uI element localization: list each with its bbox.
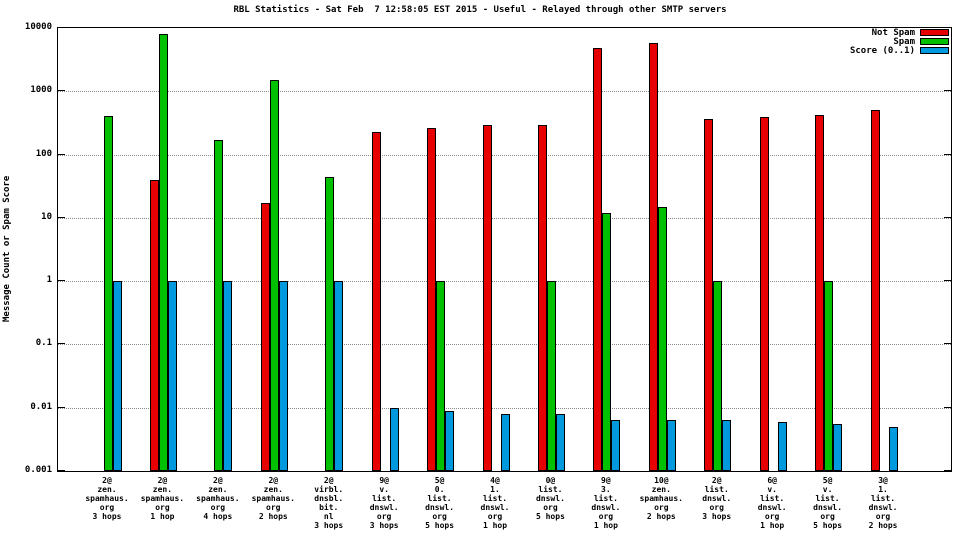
bar-spam <box>436 281 446 471</box>
x-category-label: 2@ zen. spamhaus. org 3 hops <box>85 476 129 521</box>
axis-tick <box>58 153 65 155</box>
bar-score <box>500 413 510 471</box>
bar-not-spam <box>648 42 658 471</box>
x-category-label: 4@ 1. list. dnswl. org 1 hop <box>480 476 510 530</box>
axis-tick <box>58 90 65 92</box>
gridline <box>58 344 951 346</box>
bar-spam <box>214 139 224 471</box>
legend-swatch <box>920 47 949 54</box>
bar-spam <box>103 116 113 471</box>
axis-tick <box>944 27 951 28</box>
gridline <box>58 217 951 219</box>
legend: Not Spam Spam Score (0..1) <box>849 27 949 56</box>
axis-tick <box>944 470 951 471</box>
y-tick-label: 10 <box>41 211 52 222</box>
bar-score <box>445 410 455 471</box>
axis-tick <box>944 153 951 155</box>
x-category-label: 2@ virbl. dnsbl. bit. nl 3 hops <box>314 476 344 530</box>
x-category-label: 2@ zen. spamhaus. org 4 hops <box>196 476 240 521</box>
bar-spam <box>158 34 168 471</box>
bar-spam <box>325 176 335 471</box>
bar-not-spam <box>593 48 603 471</box>
bar-score <box>722 419 732 471</box>
bar-spam <box>824 281 834 471</box>
legend-label: Score (0..1) <box>849 45 915 56</box>
bar-not-spam <box>759 117 769 471</box>
gridline <box>58 91 951 93</box>
y-tick-label: 1000 <box>30 85 52 96</box>
x-category-label: 5@ 0. list. dnswl. org 5 hops <box>425 476 455 530</box>
axis-tick <box>58 470 65 471</box>
x-category-label: 2@ list. dnswl. org 3 hops <box>702 476 732 521</box>
x-category-label: 9@ 3. list. dnswl. org 1 hop <box>591 476 621 530</box>
y-tick-label: 100 <box>35 148 52 159</box>
bar-not-spam <box>149 179 159 471</box>
bar-spam <box>546 281 556 471</box>
legend-item: Not Spam <box>850 27 949 38</box>
chart-title: RBL Statistics - Sat Feb 7 12:58:05 EST … <box>233 5 727 15</box>
bar-not-spam <box>371 131 381 471</box>
bar-not-spam <box>537 125 547 471</box>
bar-score <box>278 281 288 471</box>
y-tick-label: 0.1 <box>35 338 52 349</box>
bar-spam <box>713 281 723 471</box>
gridline <box>58 407 951 409</box>
x-category-label: 2@ zen. spamhaus. org 1 hop <box>140 476 185 521</box>
bar-score <box>223 281 233 471</box>
bar-not-spam <box>427 128 437 471</box>
axis-tick <box>944 90 951 92</box>
legend-label: Not Spam <box>871 27 915 38</box>
axis-tick <box>58 280 65 282</box>
x-category-label: 9@ v. list. dnswl. org 3 hops <box>369 476 399 530</box>
bar-spam <box>602 212 612 471</box>
bar-not-spam <box>482 125 492 471</box>
bar-score <box>666 419 676 471</box>
legend-item: Score (0..1) <box>849 45 949 56</box>
bar-score <box>611 419 621 471</box>
y-tick-label: 0.01 <box>30 401 52 412</box>
axis-tick <box>58 27 65 28</box>
bar-score <box>167 281 177 471</box>
gridline <box>58 281 951 283</box>
bar-score <box>334 281 344 471</box>
bar-score <box>555 413 565 471</box>
bar-spam <box>269 80 279 471</box>
axis-tick <box>58 406 65 408</box>
x-category-label: 3@ 1. list. dnswl. org 2 hops <box>868 476 898 530</box>
legend-item: Spam <box>850 36 949 47</box>
legend-swatch <box>920 38 949 45</box>
legend-label: Spam <box>893 36 915 47</box>
bar-spam <box>657 206 667 471</box>
bar-score <box>888 426 898 471</box>
gridline <box>58 154 951 156</box>
bar-score <box>833 424 843 471</box>
x-category-label: 2@ zen. spamhaus. org 2 hops <box>251 476 295 521</box>
axis-tick <box>944 280 951 282</box>
axis-tick <box>58 343 65 345</box>
bar-score <box>777 421 787 471</box>
y-tick-label: 10000 <box>24 22 52 32</box>
x-category-label: 6@ v. list. dnswl. org 1 hop <box>757 476 787 530</box>
y-tick-label: 0.001 <box>24 465 52 475</box>
legend-swatch <box>920 29 949 36</box>
bar-not-spam <box>870 110 880 471</box>
bar-not-spam <box>815 115 825 471</box>
axis-tick <box>944 216 951 218</box>
axis-tick <box>58 216 65 218</box>
bar-score <box>389 407 399 471</box>
x-category-label: 10@ zen. spamhaus. org 2 hops <box>639 476 683 521</box>
plot-area <box>57 27 952 472</box>
bar-not-spam <box>704 119 714 471</box>
x-category-label: 5@ v. list. dnswl. org 5 hops <box>813 476 843 530</box>
bar-score <box>112 281 122 471</box>
x-category-label: 0@ list. dnswl. org 5 hops <box>535 476 565 521</box>
axis-tick <box>944 343 951 345</box>
axis-tick <box>944 406 951 408</box>
y-tick-label: 1 <box>46 275 52 286</box>
bar-not-spam <box>260 203 270 471</box>
